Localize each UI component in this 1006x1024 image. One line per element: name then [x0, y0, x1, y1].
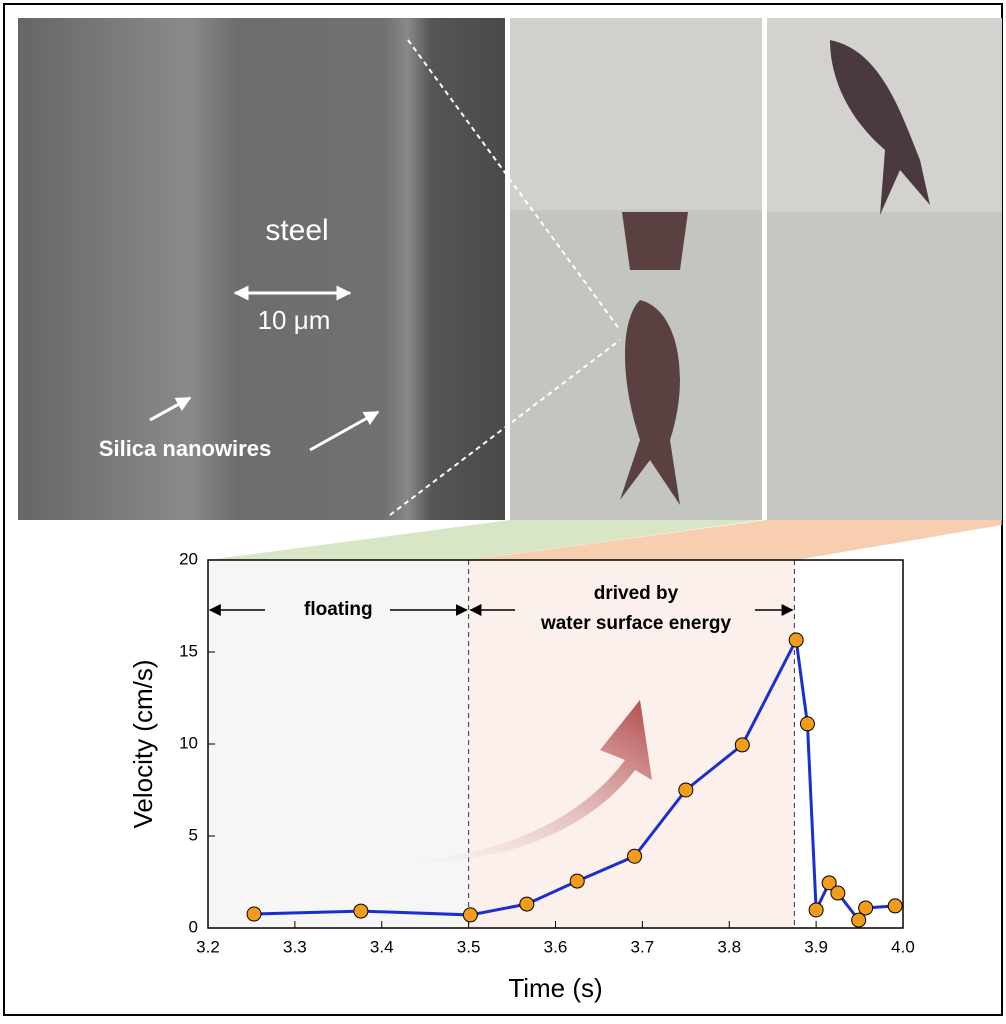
y-tick-label: 10	[179, 733, 198, 752]
y-tick-label: 0	[189, 917, 198, 936]
image-label: 10 μm	[258, 305, 331, 335]
annotation: water surface energy	[540, 613, 732, 634]
data-point	[628, 849, 642, 863]
data-point	[852, 913, 866, 927]
data-point	[859, 901, 873, 915]
x-tick-label: 3.2	[196, 937, 220, 956]
water	[767, 212, 1002, 520]
annotation: drived by	[594, 583, 679, 604]
y-tick-label: 5	[189, 825, 198, 844]
data-point	[679, 783, 693, 797]
x-tick-label: 3.8	[717, 937, 741, 956]
y-axis-label: Velocity (cm/s)	[128, 659, 158, 828]
x-tick-label: 3.5	[457, 937, 481, 956]
data-point	[570, 874, 584, 888]
y-tick-label: 15	[179, 641, 198, 660]
data-point	[247, 907, 261, 921]
x-tick-label: 4.0	[891, 937, 915, 956]
x-tick-label: 3.6	[544, 937, 568, 956]
image-label: steel	[265, 214, 328, 247]
data-point	[831, 886, 845, 900]
data-point	[354, 904, 368, 918]
image-label: Silica nanowires	[99, 436, 271, 461]
data-point	[463, 908, 477, 922]
data-point	[800, 717, 814, 731]
x-tick-label: 3.7	[631, 937, 655, 956]
x-axis-label: Time (s)	[508, 973, 602, 1003]
data-point	[789, 633, 803, 647]
x-tick-label: 3.4	[370, 937, 394, 956]
x-tick-label: 3.3	[283, 937, 307, 956]
figure: steel 10 μm Silica nanowires floating dri…	[0, 0, 1006, 1019]
x-tick-label: 3.9	[804, 937, 828, 956]
data-point	[735, 738, 749, 752]
annotation: floating	[304, 599, 373, 620]
y-tick-label: 20	[179, 549, 198, 568]
data-point	[888, 899, 902, 913]
data-point	[520, 897, 534, 911]
data-point	[809, 903, 823, 917]
